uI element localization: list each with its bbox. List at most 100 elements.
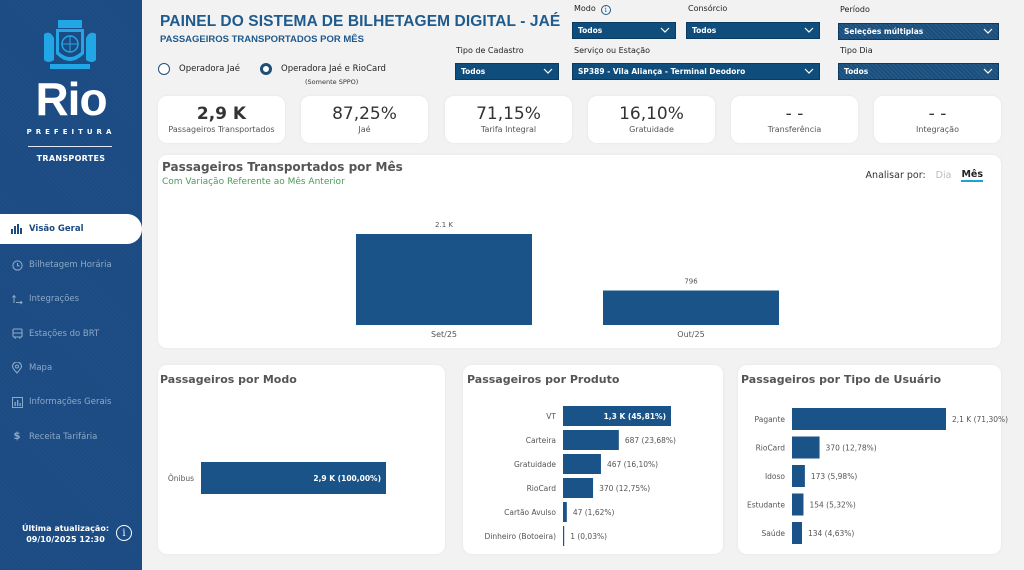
- sidebar-item-bilhetagem-horaria[interactable]: Bilhetagem Horária: [0, 248, 142, 282]
- logo-rio-text: Rio: [35, 73, 107, 125]
- bar-Out/25[interactable]: [603, 290, 779, 325]
- last-update: Última atualização: 09/10/2025 12:30: [22, 523, 109, 545]
- bar-RioCard[interactable]: [792, 436, 820, 459]
- radio-label: Operadora Jaé: [179, 64, 240, 74]
- sidebar-item-receita-tarifaria[interactable]: $ Receita Tarifária: [0, 419, 142, 453]
- sidebar-item-label: Receita Tarifária: [29, 431, 98, 442]
- chart-title: Passageiros por Tipo de Usuário: [741, 373, 942, 386]
- filter-label-text: Modo: [574, 4, 596, 13]
- data-label: 2.1 K: [435, 221, 453, 229]
- radio-note: (Somente SPPO): [305, 78, 359, 86]
- sidebar-item-visao-geral[interactable]: Visão Geral: [0, 214, 142, 244]
- tipo-dia-dropdown[interactable]: Todos: [838, 63, 999, 80]
- x-tick-label: Set/25: [431, 330, 457, 339]
- kpi-jae: 87,25% Jaé: [301, 96, 428, 143]
- dropdown-value: Todos: [578, 26, 603, 35]
- info-icon[interactable]: i: [116, 525, 132, 541]
- bar-VT[interactable]: [563, 406, 671, 426]
- bar-Ônibus[interactable]: [201, 462, 386, 494]
- bus-station-icon: [11, 328, 23, 340]
- kpi-transferencia: - - Transferência: [731, 96, 858, 143]
- y-tick-label: Ônibus: [168, 474, 194, 483]
- data-label: 467 (16,10%): [607, 460, 658, 469]
- kpi-value: 2,9 K: [196, 104, 247, 124]
- radio-unchecked-icon: [158, 63, 170, 75]
- data-label: 1 (0,03%): [570, 532, 607, 541]
- bar-Idoso[interactable]: [792, 465, 805, 487]
- bar-Saúde[interactable]: [792, 522, 802, 544]
- clock-icon: [11, 259, 23, 271]
- page-subtitle: PASSAGEIROS TRANSPORTADOS POR MÊS: [160, 34, 364, 45]
- report-icon: [11, 396, 23, 408]
- map-pin-icon: [11, 362, 23, 374]
- radio-checked-icon: [260, 63, 272, 75]
- kpi-value: - -: [785, 104, 804, 124]
- sidebar-item-mapa[interactable]: Mapa: [0, 351, 142, 385]
- data-label: 2,1 K (71,30%): [952, 415, 1008, 424]
- modo-dropdown[interactable]: Todos: [572, 22, 676, 39]
- analyze-option-mes[interactable]: Mês: [961, 169, 983, 182]
- data-label: 370 (12,75%): [599, 484, 650, 493]
- sidebar-item-label: Estações do BRT: [29, 328, 100, 339]
- kpi-label: Jaé: [358, 125, 371, 134]
- radio-label: Operadora Jaé e RioCard: [281, 64, 386, 74]
- bar-Carteira[interactable]: [563, 430, 619, 450]
- kpi-passageiros-transportados: 2,9 K Passageiros Transportados: [158, 96, 285, 143]
- data-label: 1,3 K (45,81%): [604, 412, 666, 421]
- chevron-down-icon: [660, 27, 670, 33]
- kpi-value: - -: [928, 104, 947, 124]
- y-tick-label: Idoso: [765, 472, 785, 481]
- chart-title: Passageiros por Produto: [467, 373, 620, 386]
- y-tick-label: Gratuidade: [514, 460, 556, 469]
- chevron-down-icon: [804, 68, 814, 74]
- kpi-value: 87,25%: [332, 104, 397, 124]
- periodo-dropdown[interactable]: Seleções múltiplas: [838, 23, 999, 40]
- bar-Estudante[interactable]: [792, 493, 804, 516]
- radio-operadora-jae[interactable]: Operadora Jaé: [158, 63, 240, 75]
- kpi-label: Integração: [916, 125, 959, 134]
- sidebar-item-informacoes-gerais[interactable]: Informações Gerais: [0, 385, 142, 419]
- bar-Cartão Avulso[interactable]: [563, 502, 567, 522]
- kpi-value: 71,15%: [476, 104, 541, 124]
- last-update-label: Última atualização:: [22, 524, 110, 533]
- info-icon[interactable]: i: [600, 5, 611, 15]
- produto-bar-chart: VT 1,3 K (45,81%) Carteira 687 (23,68%) Grat…: [485, 406, 676, 546]
- bar-Set/25[interactable]: [356, 234, 532, 325]
- bar-RioCard[interactable]: [563, 478, 594, 498]
- y-tick-label: Saúde: [762, 529, 786, 538]
- bar-Gratuidade[interactable]: [563, 454, 601, 474]
- filter-label-servico: Serviço ou Estação: [574, 46, 651, 55]
- filter-label-tipo-dia: Tipo Dia: [840, 46, 873, 55]
- filter-label-modo: Modo i: [574, 4, 611, 15]
- modo-chart-panel: Passageiros por Modo Ônibus 2,9 K (100,00…: [158, 365, 445, 554]
- consorcio-dropdown[interactable]: Todos: [686, 22, 820, 39]
- analyze-option-dia[interactable]: Dia: [935, 170, 952, 181]
- x-tick-label: Out/25: [677, 330, 704, 339]
- bar-Dinheiro (Botoeira)[interactable]: [563, 526, 565, 546]
- sidebar-item-integracoes[interactable]: Integrações: [0, 282, 142, 316]
- sidebar-item-label: Integrações: [29, 294, 80, 305]
- chart-title: Passageiros por Modo: [160, 373, 297, 386]
- radio-operadora-jae-riocard[interactable]: Operadora Jaé e RioCard: [260, 63, 386, 75]
- data-label: 687 (23,68%): [625, 436, 676, 445]
- kpi-gratuidade: 16,10% Gratuidade: [588, 96, 715, 143]
- analyze-by-label: Analisar por:: [865, 170, 926, 181]
- servico-dropdown[interactable]: SP389 - Vila Aliança - Terminal Deodoro: [572, 63, 820, 80]
- tipo-cadastro-dropdown[interactable]: Todos: [455, 63, 559, 80]
- kpi-label: Passageiros Transportados: [168, 125, 275, 134]
- kpi-tarifa-integral: 71,15% Tarifa Integral: [445, 96, 572, 143]
- y-tick-label: RioCard: [527, 484, 557, 493]
- kpi-label: Gratuidade: [629, 125, 674, 134]
- y-tick-label: Estudante: [747, 501, 785, 510]
- bar-Pagante[interactable]: [792, 408, 946, 430]
- dropdown-value: Todos: [692, 26, 717, 35]
- modo-bar-chart: Ônibus 2,9 K (100,00%): [168, 462, 386, 494]
- chart-title: Passageiros Transportados por Mês: [162, 160, 403, 174]
- y-tick-label: VT: [546, 412, 556, 421]
- sidebar: Rio PREFEITURA TRANSPORTES Visão Geral B…: [0, 0, 142, 570]
- last-update-value: 09/10/2025 12:30: [26, 535, 105, 544]
- logo-department-text: TRANSPORTES: [36, 154, 106, 163]
- sidebar-item-estacoes-brt[interactable]: Estações do BRT: [0, 317, 142, 351]
- data-label: 2,9 K (100,00%): [313, 474, 381, 483]
- kpi-integracao: - - Integração: [874, 96, 1001, 143]
